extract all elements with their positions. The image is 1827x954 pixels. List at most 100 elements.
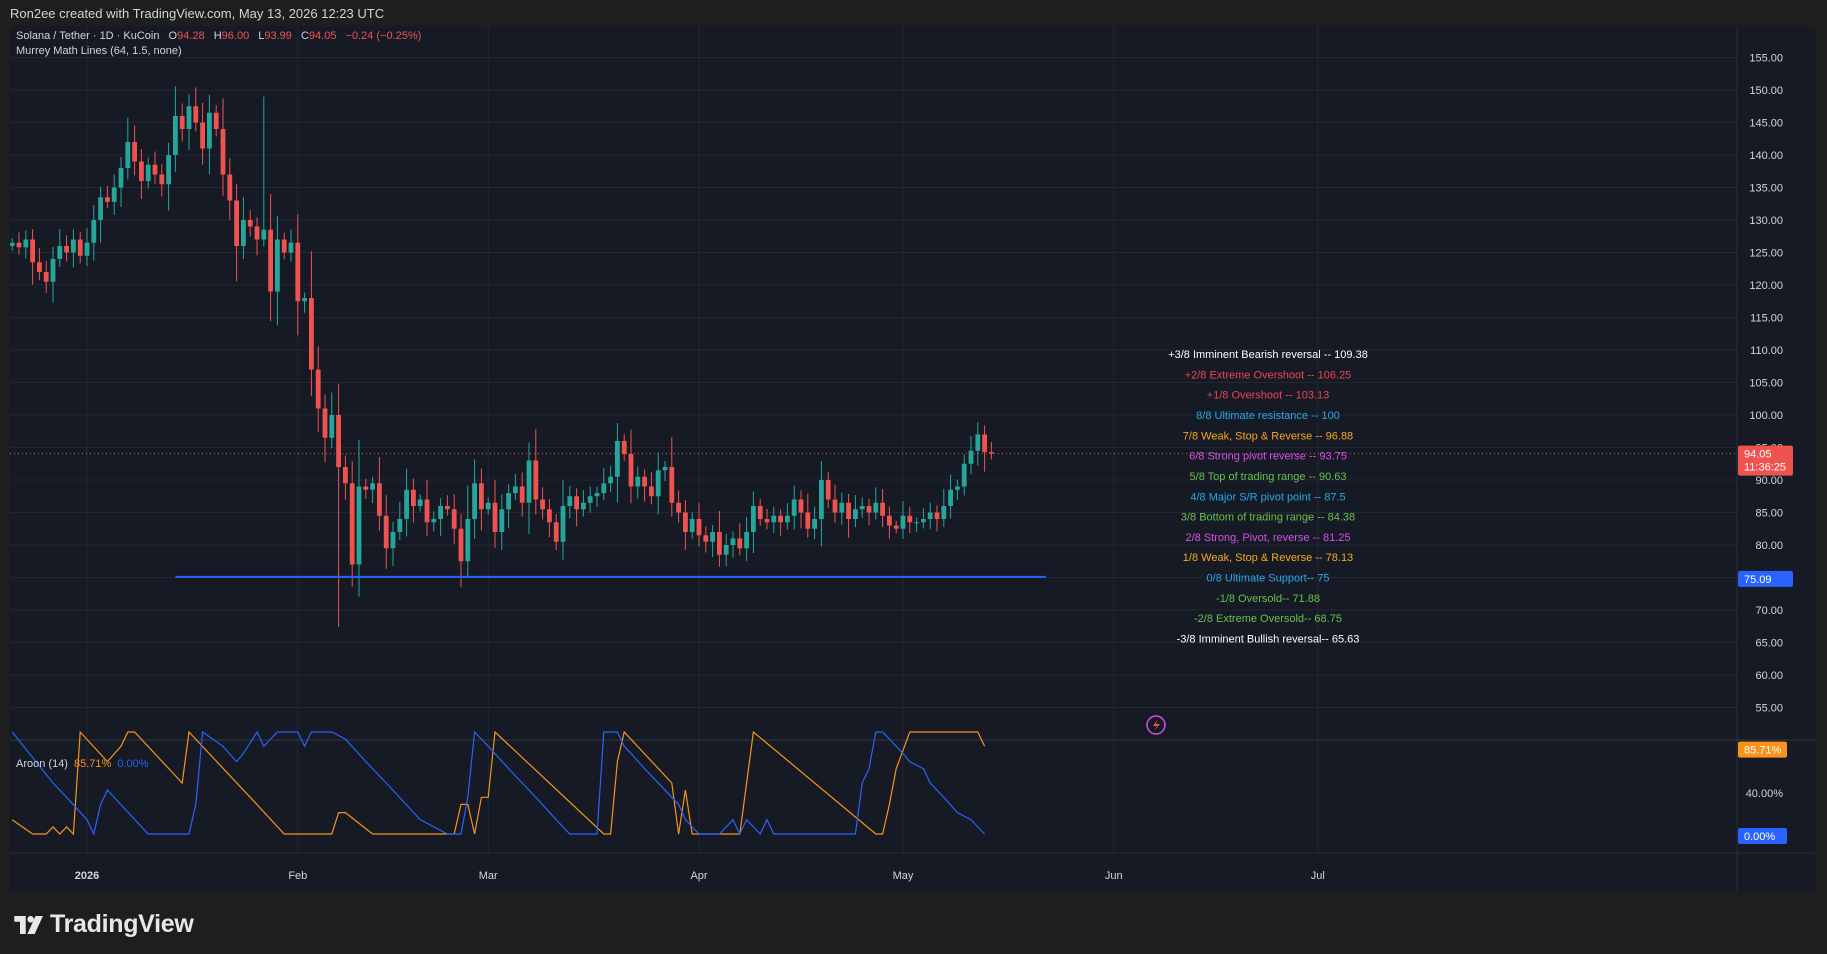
candle[interactable] bbox=[621, 434, 627, 461]
candle[interactable] bbox=[397, 501, 403, 540]
candle[interactable] bbox=[472, 459, 477, 539]
tradingview-logo[interactable]: TradingView bbox=[14, 910, 194, 939]
candle[interactable] bbox=[451, 494, 457, 544]
candle[interactable] bbox=[125, 117, 131, 180]
candle[interactable] bbox=[757, 499, 763, 526]
candle[interactable] bbox=[887, 506, 892, 539]
candle[interactable] bbox=[540, 487, 545, 520]
candle[interactable] bbox=[179, 103, 185, 142]
candle[interactable] bbox=[968, 435, 974, 474]
candle[interactable] bbox=[594, 486, 600, 508]
candle[interactable] bbox=[921, 508, 926, 529]
candle[interactable] bbox=[696, 502, 702, 547]
candle[interactable] bbox=[424, 479, 430, 536]
candle[interactable] bbox=[84, 227, 90, 266]
candle[interactable] bbox=[771, 506, 777, 533]
candle[interactable] bbox=[309, 251, 314, 397]
candle[interactable] bbox=[302, 292, 307, 313]
candle[interactable] bbox=[914, 517, 919, 532]
candle[interactable] bbox=[288, 229, 294, 262]
candle[interactable] bbox=[492, 480, 498, 548]
candle[interactable] bbox=[805, 493, 811, 538]
candle[interactable] bbox=[159, 164, 165, 197]
candle[interactable] bbox=[465, 485, 471, 577]
candle[interactable] bbox=[560, 480, 566, 560]
candle[interactable] bbox=[336, 383, 341, 627]
candle[interactable] bbox=[866, 498, 872, 526]
candle[interactable] bbox=[615, 423, 620, 503]
candle[interactable] bbox=[907, 506, 913, 533]
candle[interactable] bbox=[207, 94, 212, 175]
candle[interactable] bbox=[254, 217, 260, 256]
candle[interactable] bbox=[669, 437, 675, 517]
candle[interactable] bbox=[50, 246, 56, 303]
candle[interactable] bbox=[322, 394, 328, 463]
candle[interactable] bbox=[417, 494, 423, 512]
candle[interactable] bbox=[329, 392, 335, 449]
candle[interactable] bbox=[839, 492, 845, 525]
candle[interactable] bbox=[71, 229, 76, 268]
candle[interactable] bbox=[315, 346, 321, 432]
aroon-pane[interactable]: Aroon (14) 85.71% 0.00% 85.71% 0.00% bbox=[11, 730, 1787, 844]
price-axis[interactable]: 155.00 150.00 145.00 140.00 135.00 130.00 125.… bbox=[1738, 53, 1793, 801]
candle[interactable] bbox=[785, 503, 790, 530]
candle[interactable] bbox=[213, 105, 219, 137]
candle[interactable] bbox=[268, 194, 273, 322]
candle[interactable] bbox=[751, 491, 756, 554]
candle[interactable] bbox=[744, 516, 749, 561]
candle[interactable] bbox=[608, 466, 613, 493]
candle[interactable] bbox=[247, 210, 253, 237]
candle[interactable] bbox=[601, 468, 607, 501]
candle[interactable] bbox=[853, 495, 858, 528]
candle[interactable] bbox=[43, 260, 49, 293]
candle[interactable] bbox=[791, 485, 797, 530]
candle[interactable] bbox=[676, 490, 681, 523]
candle[interactable] bbox=[445, 495, 450, 516]
candle[interactable] bbox=[526, 442, 532, 535]
time-axis[interactable]: 2026 Feb Mar Apr May Jun Jul bbox=[75, 870, 1325, 882]
candle[interactable] bbox=[227, 158, 233, 220]
candle[interactable] bbox=[16, 232, 22, 255]
candle[interactable] bbox=[948, 474, 953, 519]
candle[interactable] bbox=[23, 230, 29, 259]
candle[interactable] bbox=[485, 497, 491, 515]
candle[interactable] bbox=[370, 476, 375, 504]
candle[interactable] bbox=[458, 513, 464, 588]
candle[interactable] bbox=[139, 149, 144, 199]
candle[interactable] bbox=[57, 228, 63, 267]
candle[interactable] bbox=[703, 526, 709, 553]
candle[interactable] bbox=[404, 468, 409, 537]
candle[interactable] bbox=[533, 428, 539, 515]
candle[interactable] bbox=[859, 497, 865, 518]
candle[interactable] bbox=[893, 520, 899, 534]
candle[interactable] bbox=[234, 184, 239, 282]
candle[interactable] bbox=[438, 498, 443, 537]
candle[interactable] bbox=[553, 513, 559, 551]
candle[interactable] bbox=[955, 479, 960, 500]
candle[interactable] bbox=[37, 248, 42, 281]
candle[interactable] bbox=[635, 466, 641, 499]
candle[interactable] bbox=[356, 440, 362, 597]
candle[interactable] bbox=[111, 174, 117, 215]
candle[interactable] bbox=[166, 142, 171, 211]
candle[interactable] bbox=[152, 151, 158, 184]
candle[interactable] bbox=[145, 157, 151, 189]
aroon-down-line[interactable] bbox=[11, 730, 986, 836]
candle[interactable] bbox=[64, 235, 69, 262]
candle[interactable] bbox=[275, 216, 280, 326]
legend-symbol[interactable]: Solana / Tether · 1D · KuCoin O94.28 H96… bbox=[16, 30, 421, 42]
candle[interactable] bbox=[506, 484, 511, 529]
candle[interactable] bbox=[961, 454, 967, 496]
candle[interactable] bbox=[77, 231, 83, 264]
candle[interactable] bbox=[349, 461, 355, 587]
candle[interactable] bbox=[519, 472, 525, 517]
candle[interactable] bbox=[628, 429, 634, 504]
candle[interactable] bbox=[662, 460, 668, 482]
candle[interactable] bbox=[261, 96, 267, 247]
candle[interactable] bbox=[989, 442, 994, 460]
candle[interactable] bbox=[193, 87, 199, 132]
candle[interactable] bbox=[383, 495, 389, 569]
candle[interactable] bbox=[132, 125, 137, 176]
candle[interactable] bbox=[655, 452, 661, 515]
candle[interactable] bbox=[547, 499, 552, 538]
